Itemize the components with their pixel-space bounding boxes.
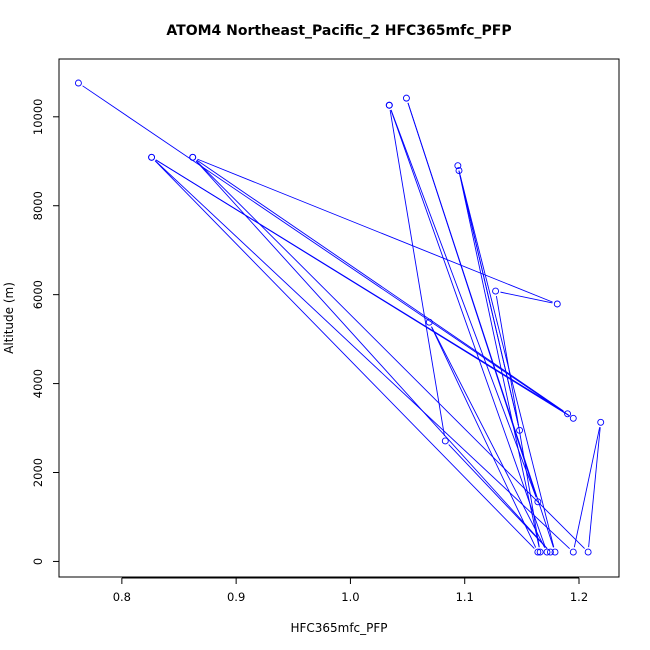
- series-segment: [197, 158, 553, 303]
- x-tick-label: 1.0: [341, 590, 359, 604]
- data-point: [455, 167, 463, 175]
- data-point: [425, 318, 433, 326]
- data-point: [564, 410, 572, 418]
- series-segment: [196, 159, 564, 412]
- series-segment: [195, 160, 548, 549]
- data-point: [553, 300, 561, 308]
- data-point: [534, 498, 542, 506]
- series-segment: [154, 160, 570, 550]
- y-tick-label: 0: [31, 558, 45, 565]
- y-axis-label: Altitude (m): [2, 282, 16, 354]
- y-tick-label: 10000: [31, 99, 45, 136]
- series-segment: [407, 102, 537, 498]
- data-point: [534, 548, 542, 556]
- series-segment: [195, 160, 585, 549]
- data-point: [536, 548, 544, 556]
- data-point: [584, 548, 592, 556]
- data-point: [148, 153, 156, 161]
- series-segment: [390, 109, 546, 548]
- data-point: [516, 426, 524, 434]
- data-point: [543, 548, 551, 556]
- data-point: [441, 437, 449, 445]
- series-segment: [573, 427, 601, 548]
- series-segment: [458, 170, 540, 548]
- y-tick-label: 6000: [31, 280, 45, 309]
- y-tick-label: 4000: [31, 369, 45, 398]
- series-segment: [82, 85, 570, 416]
- series-segment: [431, 326, 537, 548]
- y-tick-label: 2000: [31, 458, 45, 487]
- x-tick-label: 0.9: [227, 590, 245, 604]
- series-segment: [500, 291, 553, 304]
- y-axis: 0 2000 4000 6000 8000 10000: [31, 99, 60, 565]
- data-point: [551, 548, 559, 556]
- x-tick-label: 1.2: [570, 590, 588, 604]
- x-tick-label: 0.8: [113, 590, 131, 604]
- x-tick-label: 1.1: [456, 590, 474, 604]
- series-segment: [459, 175, 519, 426]
- series-segment: [459, 175, 555, 548]
- data-point: [385, 101, 393, 109]
- y-tick-label: 8000: [31, 191, 45, 220]
- x-axis: 0.8 0.9 1.0 1.1 1.2: [113, 577, 588, 604]
- series-line: [74, 79, 605, 556]
- data-point: [402, 94, 410, 102]
- data-point: [546, 548, 554, 556]
- data-point: [597, 418, 605, 426]
- series-segment: [588, 427, 601, 548]
- series-segment: [154, 160, 535, 549]
- series-segment: [448, 444, 548, 549]
- data-point: [569, 414, 577, 422]
- x-axis-label: HFC365mfc_PFP: [290, 621, 387, 635]
- data-point: [492, 287, 500, 295]
- series-segment: [390, 109, 537, 498]
- data-point: [189, 153, 197, 161]
- data-point: [74, 79, 82, 87]
- data-point: [569, 548, 577, 556]
- chart-title: ATOM4 Northeast_Pacific_2 HFC365mfc_PFP: [166, 23, 511, 39]
- series-segment: [431, 326, 546, 548]
- series-segment: [389, 110, 445, 437]
- data-point: [454, 162, 462, 170]
